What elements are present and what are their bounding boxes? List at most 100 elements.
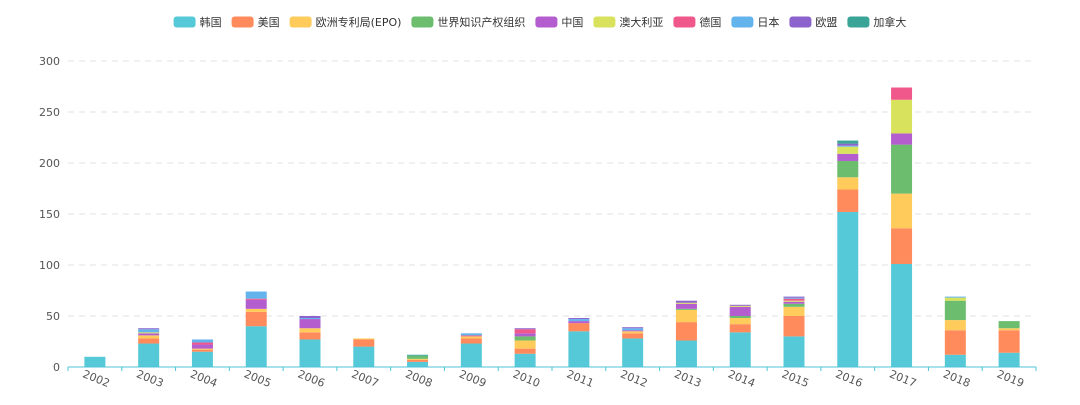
legend-item[interactable]: 美国 <box>231 16 280 29</box>
bar-segment[interactable] <box>514 333 536 337</box>
bar-segment[interactable] <box>998 321 1020 329</box>
bar-segment[interactable] <box>783 336 805 367</box>
bar-segment[interactable] <box>729 304 751 306</box>
bar-segment[interactable] <box>837 211 859 367</box>
legend-item[interactable]: 韩国 <box>173 15 222 29</box>
bar-segment[interactable] <box>299 316 321 319</box>
bar-segment[interactable] <box>622 328 644 331</box>
bar-segment[interactable] <box>568 331 590 367</box>
bar-segment[interactable] <box>568 319 590 322</box>
bar-segment[interactable] <box>837 177 859 190</box>
bar-segment[interactable] <box>729 332 751 367</box>
bar-segment[interactable] <box>407 361 429 367</box>
bar-segment[interactable] <box>138 328 160 330</box>
bar-segment[interactable] <box>407 354 429 356</box>
bar-segment[interactable] <box>460 335 482 337</box>
bar-segment[interactable] <box>622 330 644 332</box>
bar-segment[interactable] <box>891 144 913 194</box>
bar-segment[interactable] <box>783 301 805 304</box>
legend-item[interactable]: 加拿大 <box>847 15 906 29</box>
legend-item[interactable]: 世界知识产权组织 <box>411 15 525 29</box>
bar-segment[interactable] <box>783 316 805 337</box>
bar-segment[interactable] <box>891 133 913 145</box>
bar-segment[interactable] <box>138 343 160 367</box>
bar-segment[interactable] <box>675 302 697 304</box>
bar-segment[interactable] <box>837 146 859 154</box>
bar-segment[interactable] <box>729 324 751 333</box>
bar-segment[interactable] <box>729 306 751 316</box>
bar-segment[interactable] <box>299 332 321 340</box>
bar-segment[interactable] <box>245 326 267 367</box>
bar-segment[interactable] <box>837 140 859 144</box>
bar-segment[interactable] <box>138 335 160 339</box>
bar-segment[interactable] <box>783 303 805 307</box>
bar-segment[interactable] <box>998 352 1020 367</box>
bar-segment[interactable] <box>729 316 751 319</box>
bar-segment[interactable] <box>191 348 213 350</box>
bar-segment[interactable] <box>514 348 536 354</box>
bar-segment[interactable] <box>353 346 375 367</box>
legend-item[interactable]: 中国 <box>535 16 583 29</box>
bar-segment[interactable] <box>675 340 697 367</box>
bar-segment[interactable] <box>568 321 590 324</box>
bar-segment[interactable] <box>675 309 697 323</box>
bar-segment[interactable] <box>407 355 429 359</box>
bar-segment[interactable] <box>138 329 160 333</box>
legend-item[interactable]: 欧洲专利局(EPO) <box>289 15 402 29</box>
bar-segment[interactable] <box>514 340 536 349</box>
bar-segment[interactable] <box>944 297 966 301</box>
bar-segment[interactable] <box>783 297 805 299</box>
bar-segment[interactable] <box>675 303 697 309</box>
bar-segment[interactable] <box>837 145 859 147</box>
bar-segment[interactable] <box>622 331 644 334</box>
bar-segment[interactable] <box>783 300 805 302</box>
bar-segment[interactable] <box>514 329 536 334</box>
legend-item[interactable]: 澳大利亚 <box>593 15 663 29</box>
bar-segment[interactable] <box>191 344 213 349</box>
bar-segment[interactable] <box>944 320 966 331</box>
bar-segment[interactable] <box>998 328 1020 331</box>
bar-segment[interactable] <box>138 332 160 334</box>
bar-segment[interactable] <box>514 353 536 367</box>
bar-segment[interactable] <box>460 343 482 367</box>
bar-segment[interactable] <box>514 328 536 330</box>
legend-item[interactable]: 欧盟 <box>789 16 837 29</box>
bar-segment[interactable] <box>245 308 267 312</box>
bar-segment[interactable] <box>191 351 213 367</box>
bar-segment[interactable] <box>568 318 590 320</box>
bar-segment[interactable] <box>138 338 160 344</box>
bar-segment[interactable] <box>944 300 966 321</box>
bar-segment[interactable] <box>998 330 1020 353</box>
bar-segment[interactable] <box>245 299 267 309</box>
legend-item[interactable]: 德国 <box>673 15 721 29</box>
bar-segment[interactable] <box>622 338 644 367</box>
bar-segment[interactable] <box>837 143 859 146</box>
bar-segment[interactable] <box>460 338 482 344</box>
bar-segment[interactable] <box>245 311 267 327</box>
bar-segment[interactable] <box>729 318 751 325</box>
bar-segment[interactable] <box>944 354 966 367</box>
legend-item[interactable]: 日本 <box>731 15 779 29</box>
bar-segment[interactable] <box>353 339 375 347</box>
bar-segment[interactable] <box>245 298 267 300</box>
bar-segment[interactable] <box>245 291 267 299</box>
bar-segment[interactable] <box>891 193 913 229</box>
bar-segment[interactable] <box>622 333 644 339</box>
bar-segment[interactable] <box>138 333 160 336</box>
bar-segment[interactable] <box>729 305 751 307</box>
bar-segment[interactable] <box>783 298 805 301</box>
bar-segment[interactable] <box>407 358 429 360</box>
bar-segment[interactable] <box>622 327 644 329</box>
bar-segment[interactable] <box>783 306 805 316</box>
bar-segment[interactable] <box>944 296 966 298</box>
bar-segment[interactable] <box>514 336 536 341</box>
bar-segment[interactable] <box>675 308 697 310</box>
bar-segment[interactable] <box>837 189 859 212</box>
bar-segment[interactable] <box>191 349 213 352</box>
bar-segment[interactable] <box>891 87 913 100</box>
bar-segment[interactable] <box>675 300 697 303</box>
bar-segment[interactable] <box>299 339 321 367</box>
bar-segment[interactable] <box>891 228 913 264</box>
bar-segment[interactable] <box>891 99 913 134</box>
bar-segment[interactable] <box>299 319 321 329</box>
